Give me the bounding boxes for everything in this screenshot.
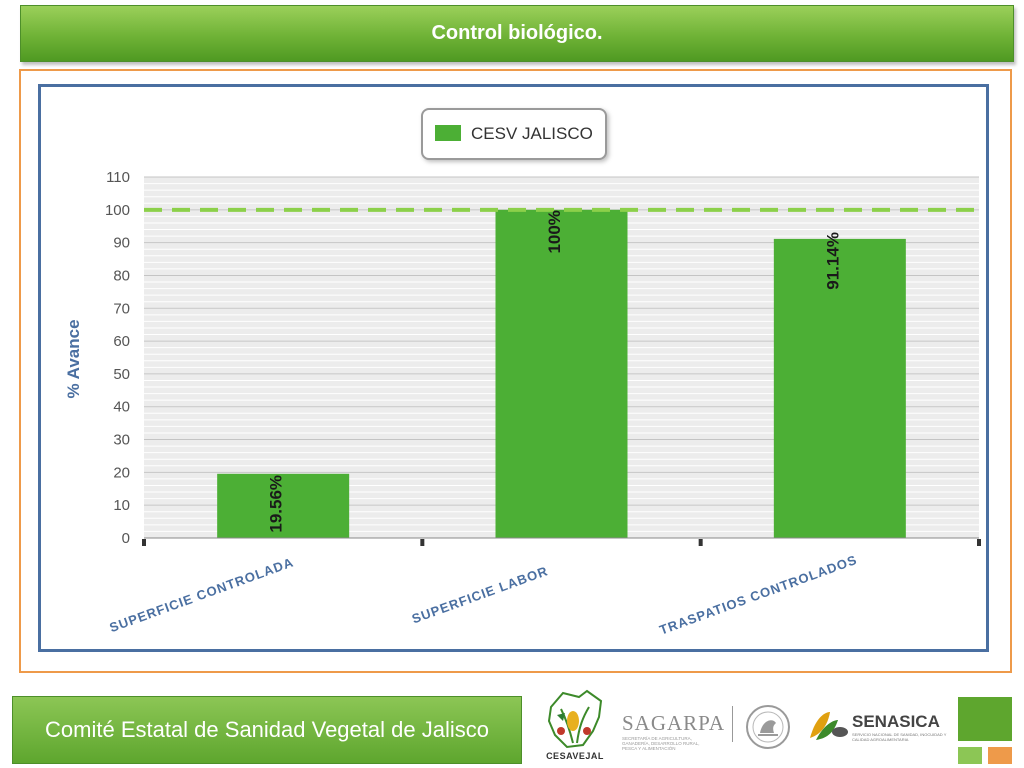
data-label-3: 91.14%: [823, 232, 842, 290]
sagarpa-logo: SAGARPA SECRETARÍA DE AGRICULTURA, GANAD…: [622, 706, 734, 756]
cesavejal-logo-text: CESAVEJAL: [546, 751, 604, 761]
title-bar: Control biológico.: [20, 5, 1014, 62]
decor-square-orange: [988, 747, 1012, 764]
x-axis-tick: [698, 539, 703, 546]
y-tick-label: 100: [105, 202, 130, 219]
coat-of-arms-logo: [740, 700, 796, 754]
data-label-1: 19.56%: [267, 475, 286, 533]
x-axis-tick: [420, 539, 425, 546]
y-tick-label: 110: [106, 169, 130, 186]
y-axis-label: % Avance: [64, 319, 83, 398]
sagarpa-logo-subtext: SECRETARÍA DE AGRICULTURA, GANADERÍA, DE…: [622, 736, 700, 751]
org-name: Comité Estatal de Sanidad Vegetal de Jal…: [45, 717, 489, 742]
x-axis-tick: [977, 539, 981, 546]
bar-3: [773, 238, 906, 539]
x-axis-tick: [142, 539, 146, 546]
bar-2: [495, 209, 628, 538]
y-tick-label: 40: [113, 399, 130, 416]
decor-square-green: [958, 747, 982, 764]
senasica-logo-text: SENASICA: [852, 712, 940, 731]
y-tick-label: 20: [113, 464, 130, 481]
page-title: Control biológico.: [431, 22, 603, 44]
legend-box: [421, 108, 607, 160]
data-label-2: 100%: [545, 210, 564, 253]
x-tick-label-2: SUPERFICIE LABOR: [410, 563, 550, 626]
cesavejal-emblem-icon: [547, 689, 603, 749]
y-tick-label: 50: [113, 366, 130, 383]
sagarpa-logo-text: SAGARPA: [622, 711, 726, 735]
content-frame: [19, 69, 1012, 673]
y-tick-label: 90: [113, 235, 130, 252]
logo-divider: [732, 706, 733, 742]
chart-frame: 0 10 20 30 40 50 60 70 80 90 100 110 % Avance 19.56% 1…: [38, 84, 989, 652]
y-tick-label: 80: [113, 267, 130, 284]
x-tick-label-1: SUPERFICIE CONTROLADA: [107, 554, 295, 635]
bar-1: [217, 473, 350, 538]
senasica-logo-subtext: SERVICIO NACIONAL DE SANIDAD, INOCUIDAD …: [852, 732, 947, 742]
legend-swatch: [435, 125, 461, 141]
legend-label: CESV JALISCO: [471, 124, 593, 143]
decor-square-large: [958, 697, 1012, 741]
footer-banner: Comité Estatal de Sanidad Vegetal de Jal…: [12, 696, 522, 764]
y-tick-label: 0: [122, 530, 130, 547]
y-tick-label: 10: [113, 497, 130, 514]
x-tick-label-3: TRASPATIOS CONTROLADOS: [657, 552, 859, 638]
bar-chart: 0 10 20 30 40 50 60 70 80 90 100 110 % Avance 19.56% 1…: [64, 108, 981, 638]
cesavejal-logo: CESAVEJAL: [540, 682, 610, 766]
y-tick-label: 30: [113, 432, 130, 449]
senasica-logo: SENASICA SERVICIO NACIONAL DE SANIDAD, I…: [805, 704, 953, 750]
coat-of-arms-icon: [746, 705, 790, 749]
y-tick-label: 70: [113, 300, 130, 317]
senasica-emblem-icon: [810, 712, 848, 740]
y-tick-label: 60: [113, 333, 130, 350]
